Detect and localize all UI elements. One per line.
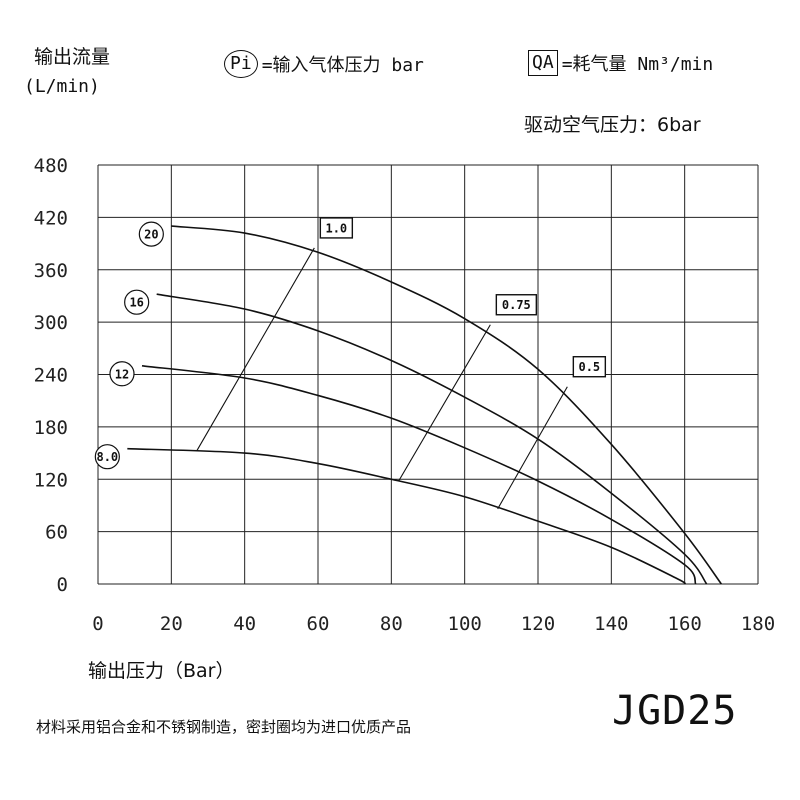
x-tick-label: 40 bbox=[233, 613, 256, 635]
y-tick-label: 360 bbox=[34, 260, 68, 282]
x-tick-label: 60 bbox=[307, 613, 330, 635]
pi-label-circle bbox=[94, 444, 120, 470]
y-tick-label: 420 bbox=[34, 207, 68, 229]
y-tick-label: 240 bbox=[34, 365, 68, 387]
flow-curve-pi-12 bbox=[141, 364, 697, 585]
pi-description: =输入气体压力 bar bbox=[261, 55, 424, 76]
consumption-line-0-5 bbox=[497, 386, 568, 510]
qa-label-text: 0.75 bbox=[502, 298, 531, 312]
consumption-line-0-75 bbox=[398, 324, 491, 482]
qa-label-text: 1.0 bbox=[325, 221, 347, 235]
pi-symbol: Pi bbox=[224, 50, 258, 78]
y-tick-label: 60 bbox=[45, 522, 68, 544]
qa-description: =耗气量 Nm³/min bbox=[561, 54, 714, 75]
flow-curve-pi-20 bbox=[171, 225, 722, 585]
y-tick-label: 480 bbox=[34, 155, 68, 177]
x-tick-label: 80 bbox=[380, 613, 403, 635]
pi-label-circle bbox=[109, 361, 135, 387]
legend-input-pressure: Pi =输入气体压力 bar bbox=[224, 50, 424, 78]
qa-label-text: 0.5 bbox=[578, 360, 600, 374]
x-tick-label: 20 bbox=[160, 613, 183, 635]
x-tick-label: 0 bbox=[92, 613, 103, 635]
qa-label-box bbox=[319, 217, 354, 239]
drive-pressure-label: 驱动空气压力：6bar bbox=[524, 114, 701, 136]
y-axis-unit: (L/min) bbox=[24, 76, 100, 97]
pi-label-text: 12 bbox=[115, 367, 129, 381]
qa-label-box bbox=[572, 356, 607, 378]
y-tick-label: 120 bbox=[34, 469, 68, 491]
x-tick-label: 160 bbox=[668, 613, 702, 635]
qa-symbol: QA bbox=[528, 50, 558, 76]
model-number: JGD25 bbox=[612, 688, 738, 734]
flow-curve-pi-16 bbox=[156, 293, 708, 585]
y-axis-label: 输出流量 bbox=[34, 46, 111, 68]
x-axis-label: 输出压力（Bar） bbox=[88, 660, 235, 682]
x-tick-label: 140 bbox=[594, 613, 628, 635]
pi-label-text: 20 bbox=[144, 228, 158, 242]
flow-curve-pi-8-0 bbox=[127, 447, 686, 585]
x-tick-label: 100 bbox=[448, 613, 482, 635]
pi-label-text: 16 bbox=[129, 296, 143, 310]
consumption-line-1-0 bbox=[196, 247, 315, 451]
material-note: 材料采用铝合金和不锈钢制造，密封圈均为进口优质产品 bbox=[36, 718, 412, 736]
qa-label-box bbox=[495, 294, 538, 316]
pi-label-circle bbox=[124, 289, 150, 315]
y-tick-label: 0 bbox=[57, 574, 68, 596]
y-tick-label: 300 bbox=[34, 312, 68, 334]
x-tick-label: 180 bbox=[741, 613, 775, 635]
y-tick-label: 180 bbox=[34, 417, 68, 439]
pi-label-text: 8.0 bbox=[96, 450, 118, 464]
legend-air-consumption: QA =耗气量 Nm³/min bbox=[528, 50, 713, 76]
pi-label-circle bbox=[138, 221, 164, 247]
x-tick-label: 120 bbox=[521, 613, 555, 635]
